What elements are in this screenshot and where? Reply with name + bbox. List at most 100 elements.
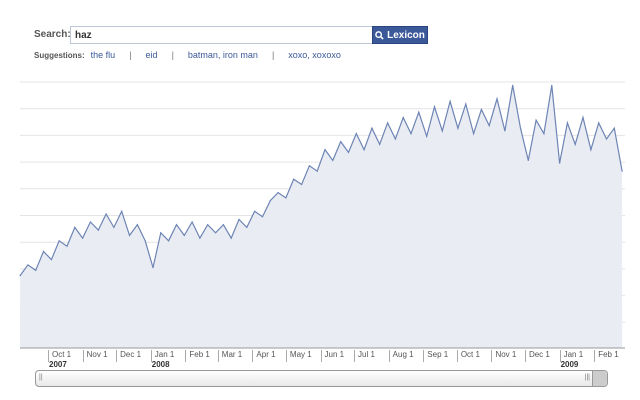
timeline-scrollbar[interactable]: || ||| [35, 370, 608, 387]
data-point [35, 269, 37, 271]
search-input[interactable] [70, 26, 376, 44]
x-tick-label: Aug 1 [388, 350, 414, 362]
lexicon-button-label: Lexicon [387, 29, 425, 41]
data-point [472, 133, 475, 135]
data-point [347, 151, 350, 153]
data-point [598, 122, 600, 124]
data-point [97, 229, 99, 231]
data-point [582, 116, 584, 119]
x-tick-label: Nov 1 [491, 350, 516, 362]
data-point [222, 224, 224, 226]
data-point [402, 116, 404, 119]
data-point [128, 234, 131, 237]
data-point [465, 103, 467, 105]
data-point [566, 122, 569, 124]
year-label: 2008 [151, 360, 170, 369]
suggestion-link[interactable]: xoxo, xoxoxo [288, 50, 341, 60]
data-point [504, 130, 506, 132]
data-point [433, 106, 436, 108]
data-point [512, 84, 514, 86]
data-point [183, 234, 185, 237]
data-point [261, 216, 264, 218]
search-label: Search: [34, 29, 71, 40]
data-point [574, 143, 576, 145]
data-point [527, 159, 529, 161]
data-point [277, 191, 279, 194]
suggestion-link[interactable]: the flu [90, 50, 116, 60]
data-point [254, 210, 256, 212]
x-tick-label: Feb 1 [594, 350, 619, 362]
data-point [285, 197, 287, 199]
x-tick-label: Dec 1 [116, 350, 141, 362]
data-point [457, 127, 459, 129]
data-point [246, 226, 248, 228]
data-point [27, 264, 29, 266]
lexicon-button[interactable]: Lexicon [372, 26, 428, 44]
data-point [441, 130, 443, 132]
x-tick-label: Jun 1 [320, 350, 344, 362]
left-handle[interactable]: || [39, 374, 43, 381]
data-point [238, 218, 240, 220]
data-point [535, 119, 537, 121]
year-label: 2009 [560, 360, 579, 369]
data-point [42, 250, 45, 253]
data-point [379, 143, 381, 145]
data-point [621, 170, 623, 172]
data-point [214, 232, 217, 234]
x-tick-label: Sep 1 [423, 350, 448, 362]
data-point [82, 237, 84, 239]
series-line [19, 85, 623, 276]
data-point [355, 133, 357, 135]
data-point [496, 98, 498, 100]
data-point [105, 213, 107, 215]
data-point [160, 232, 162, 234]
data-point [386, 122, 389, 124]
data-point [605, 138, 608, 140]
data-point [293, 178, 295, 180]
data-point [175, 224, 178, 226]
data-point [74, 226, 76, 228]
data-point [332, 159, 334, 161]
data-point [316, 170, 318, 172]
data-point [340, 141, 342, 143]
x-tick-label: Jul 1 [354, 350, 375, 362]
search-icon [375, 30, 384, 40]
right-handle[interactable]: ||| [584, 374, 590, 381]
data-point [89, 221, 92, 223]
data-point [19, 275, 21, 277]
data-point [136, 224, 138, 226]
x-tick-label: Dec 1 [524, 350, 550, 362]
data-point [300, 183, 303, 186]
data-point [558, 162, 561, 164]
data-point [66, 245, 68, 247]
scroll-thumb[interactable] [592, 371, 607, 386]
x-tick-label: Apr 1 [252, 350, 276, 362]
series-area [20, 85, 623, 349]
x-tick-label: Mar 1 [217, 350, 242, 362]
x-tick-label: Jan 1 [559, 350, 583, 362]
suggestion-link[interactable]: eid [145, 50, 158, 60]
data-point [394, 138, 396, 140]
data-point [168, 240, 170, 242]
data-point [371, 127, 373, 129]
data-point [480, 108, 482, 111]
data-point [590, 149, 592, 151]
data-point [152, 267, 154, 269]
suggestion-link[interactable]: batman, iron man [187, 50, 258, 60]
data-point [199, 237, 201, 239]
data-point [551, 84, 553, 86]
data-point [324, 149, 326, 151]
data-point [410, 133, 412, 135]
year-label: 2007 [49, 360, 67, 369]
data-point [113, 226, 115, 228]
data-point [121, 210, 123, 212]
data-point [269, 200, 271, 202]
suggestions-label: Suggestions: [34, 51, 85, 60]
data-point [418, 111, 420, 113]
data-point [449, 100, 451, 103]
data-point [543, 133, 545, 135]
x-tick-label: May 1 [285, 350, 312, 362]
x-tick-label: Jan 1 [150, 350, 174, 362]
data-point [426, 135, 428, 137]
